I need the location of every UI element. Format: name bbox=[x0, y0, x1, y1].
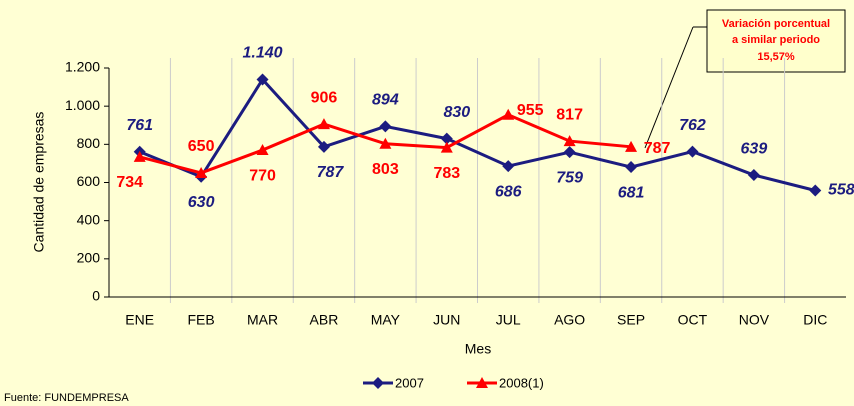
value-label: 906 bbox=[311, 89, 338, 106]
marker bbox=[379, 137, 392, 149]
marker bbox=[317, 140, 330, 153]
value-label: 734 bbox=[116, 174, 143, 191]
y-tick-label: 400 bbox=[77, 211, 101, 227]
annotation-box bbox=[706, 9, 846, 73]
legend-marker bbox=[372, 377, 384, 389]
value-label: 894 bbox=[372, 92, 399, 109]
x-tick-label: JUN bbox=[433, 312, 460, 328]
annotation-text: 15,57% bbox=[757, 51, 795, 63]
value-label: 639 bbox=[741, 140, 768, 157]
marker bbox=[195, 166, 208, 178]
x-tick-label: MAR bbox=[247, 312, 278, 328]
marker bbox=[379, 120, 392, 133]
value-label: 558 bbox=[828, 182, 854, 199]
marker bbox=[809, 184, 822, 197]
value-label: 762 bbox=[679, 117, 706, 134]
value-label: 761 bbox=[126, 117, 153, 134]
value-label: 803 bbox=[372, 161, 399, 178]
value-label: 830 bbox=[443, 104, 470, 121]
y-tick-label: 1.000 bbox=[65, 97, 100, 113]
marker bbox=[747, 169, 760, 182]
x-tick-label: ABR bbox=[310, 312, 339, 328]
value-label: 686 bbox=[495, 183, 522, 200]
value-label: 650 bbox=[188, 138, 215, 155]
value-label: 759 bbox=[556, 169, 583, 186]
x-tick-label: MAY bbox=[371, 312, 401, 328]
marker bbox=[256, 144, 269, 156]
marker bbox=[563, 135, 576, 147]
source: Fuente: FUNDEMPRESA bbox=[4, 392, 129, 404]
value-label: 817 bbox=[556, 106, 583, 123]
marker bbox=[317, 118, 330, 130]
annotation-pointer bbox=[644, 26, 694, 149]
y-tick-label: 800 bbox=[77, 135, 101, 151]
marker bbox=[440, 141, 453, 153]
marker bbox=[440, 132, 453, 145]
series-line bbox=[139, 76, 816, 192]
x-tick-label: DIC bbox=[803, 312, 827, 328]
value-label: 681 bbox=[618, 184, 645, 201]
marker bbox=[563, 146, 576, 159]
y-tick-label: 600 bbox=[77, 173, 101, 189]
value-label: 783 bbox=[433, 165, 460, 182]
annotation-text: a similar periodo bbox=[732, 34, 820, 46]
y-tick-label: 1.200 bbox=[65, 59, 100, 75]
x-tick-label: ENE bbox=[125, 312, 154, 328]
value-label: 1.140 bbox=[243, 45, 283, 62]
x-tick-label: OCT bbox=[678, 312, 708, 328]
value-label: 630 bbox=[188, 194, 215, 211]
marker bbox=[502, 160, 515, 173]
marker bbox=[502, 108, 515, 120]
y-tick-label: 0 bbox=[92, 288, 100, 304]
x-tick-label: JUL bbox=[496, 312, 521, 328]
legend-marker bbox=[476, 377, 488, 388]
value-label: 787 bbox=[644, 140, 671, 157]
marker bbox=[625, 140, 638, 152]
y-tick-label: 200 bbox=[77, 250, 101, 266]
legend-label: 2008(1) bbox=[499, 375, 544, 390]
x-tick-label: FEB bbox=[188, 312, 215, 328]
value-label: 955 bbox=[517, 102, 544, 119]
annotation-text: Variación porcentual bbox=[722, 18, 830, 30]
x-tick-label: AGO bbox=[554, 312, 585, 328]
marker bbox=[256, 73, 269, 86]
value-label: 770 bbox=[249, 167, 276, 184]
x-tick-label: NOV bbox=[739, 312, 770, 328]
marker bbox=[133, 150, 146, 162]
y-axis-label: Cantidad de empresas bbox=[31, 112, 47, 253]
x-axis-label: Mes bbox=[465, 341, 491, 357]
marker bbox=[625, 161, 638, 174]
marker bbox=[686, 145, 699, 158]
legend-label: 2007 bbox=[395, 375, 424, 390]
value-label: 787 bbox=[317, 164, 345, 181]
x-tick-label: SEP bbox=[617, 312, 645, 328]
